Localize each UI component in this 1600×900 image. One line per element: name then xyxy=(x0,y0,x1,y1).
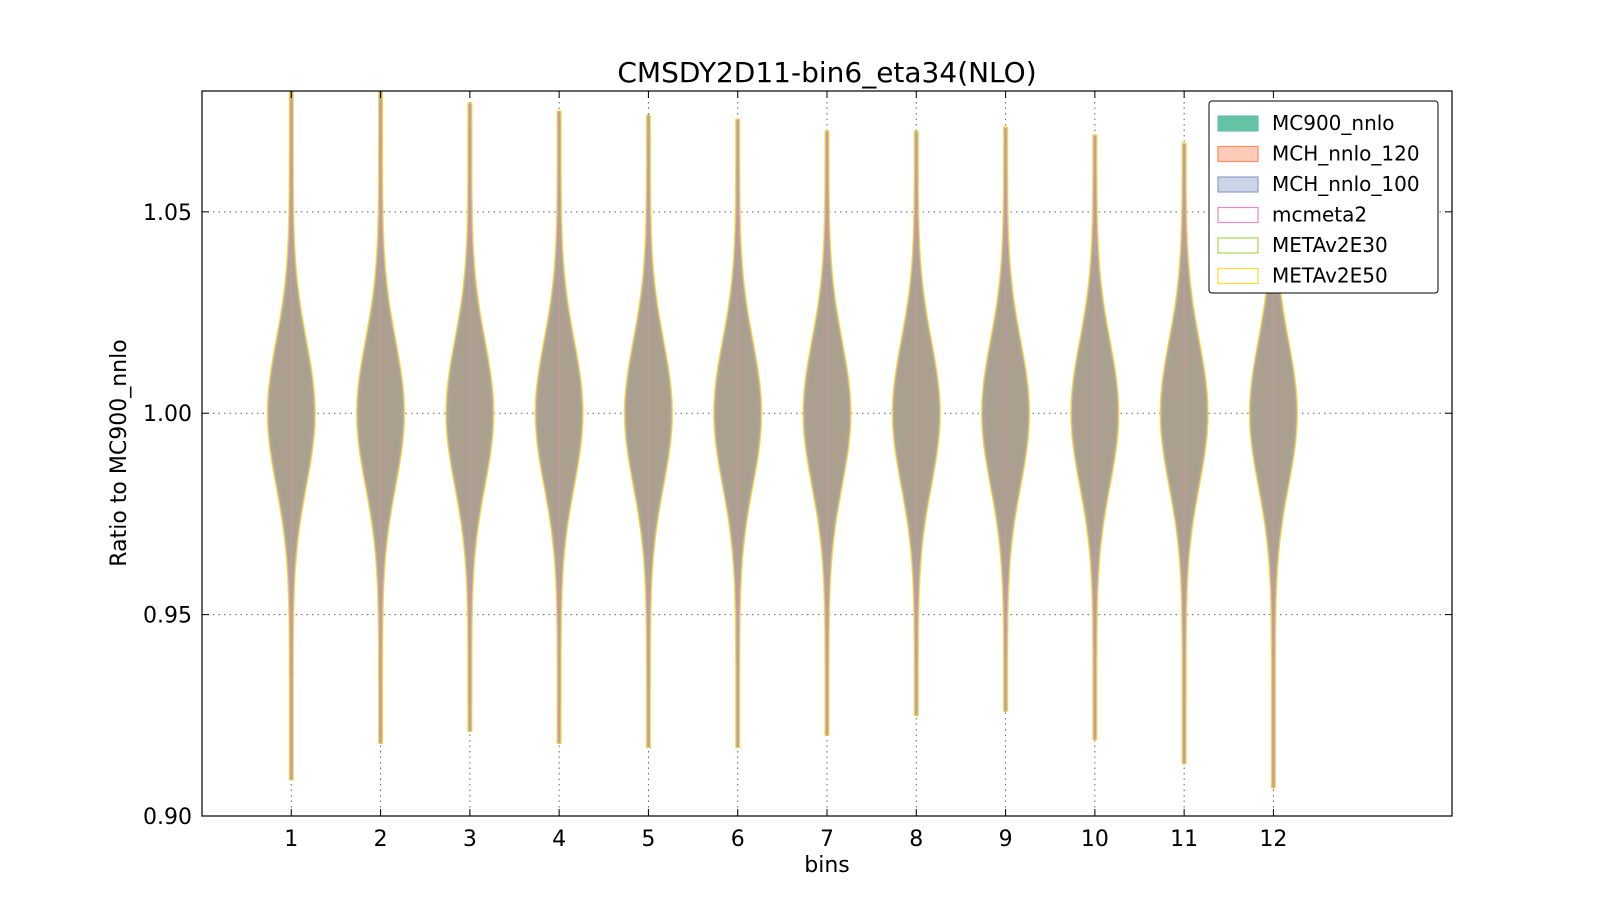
y-tick-label: 0.95 xyxy=(143,604,192,629)
violins xyxy=(266,90,1298,789)
x-tick-label: 12 xyxy=(1259,827,1287,852)
legend-label: MC900_nnlo xyxy=(1272,111,1395,135)
violin-body xyxy=(983,127,1029,712)
x-axis: 1 2 3 4 5 6 7 8 9 10 11 12 xyxy=(284,91,1287,852)
x-tick-label: 8 xyxy=(909,827,923,852)
x-tick-label: 1 xyxy=(284,827,298,852)
legend-swatch xyxy=(1217,145,1259,163)
x-tick-label: 5 xyxy=(641,827,655,852)
violin-body xyxy=(715,119,761,748)
x-axis-label: bins xyxy=(804,853,849,878)
x-tick-label: 4 xyxy=(552,827,566,852)
legend-swatch xyxy=(1217,115,1259,132)
legend-swatch xyxy=(1217,267,1259,285)
y-axis: 0.90 0.95 1.00 1.05 xyxy=(143,201,1452,830)
violin-body xyxy=(1072,135,1118,740)
y-tick-label: 1.05 xyxy=(143,201,192,226)
y-tick-label: 0.90 xyxy=(143,805,192,830)
violin-outline xyxy=(1070,134,1120,740)
x-tick-label: 10 xyxy=(1081,827,1109,852)
legend-label: MCH_nnlo_120 xyxy=(1272,142,1420,166)
x-tick-label: 6 xyxy=(731,827,745,852)
chart-title: CMSDY2D11-bin6_eta34(NLO) xyxy=(617,56,1036,89)
legend-label: mcmeta2 xyxy=(1272,203,1367,227)
violin-outline xyxy=(802,130,852,736)
violin-body xyxy=(804,131,850,736)
violin-body xyxy=(358,91,404,744)
violin-outline xyxy=(445,102,495,732)
legend-label: METAv2E50 xyxy=(1272,264,1388,288)
legend-swatch xyxy=(1217,176,1259,193)
legend-swatch xyxy=(1217,237,1259,254)
y-axis-label: Ratio to MC900_nnlo xyxy=(107,339,132,566)
violin-outline xyxy=(713,118,763,748)
y-tick-label: 1.00 xyxy=(143,402,192,427)
x-tick-label: 9 xyxy=(999,827,1013,852)
x-tick-label: 3 xyxy=(463,827,477,852)
violin-body xyxy=(447,103,493,732)
legend-label: METAv2E30 xyxy=(1272,233,1388,257)
violin-outline xyxy=(1159,142,1209,765)
x-tick-label: 2 xyxy=(374,827,388,852)
legend: MC900_nnlo MCH_nnlo_120 MCH_nnlo_100mcmeta… xyxy=(1208,100,1439,294)
legend-swatch xyxy=(1217,206,1259,224)
x-tick-label: 11 xyxy=(1170,827,1198,852)
x-tick-label: 7 xyxy=(820,827,834,852)
violin-outline xyxy=(623,114,673,748)
violin-outline xyxy=(981,126,1031,712)
violin-outline xyxy=(534,110,584,744)
legend-box xyxy=(1208,100,1439,294)
violin-body xyxy=(1161,143,1207,764)
violin-outline xyxy=(891,130,941,716)
legend-label: MCH_nnlo_100 xyxy=(1272,172,1420,196)
